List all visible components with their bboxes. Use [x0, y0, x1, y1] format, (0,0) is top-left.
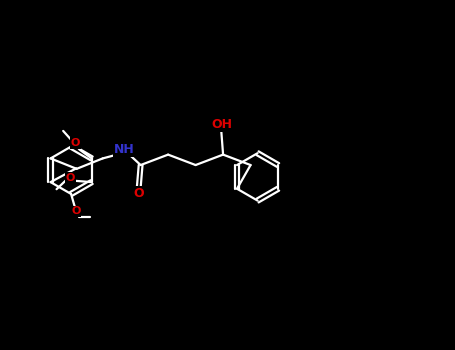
Text: O: O	[133, 187, 144, 200]
Text: O: O	[71, 206, 81, 217]
Text: NH: NH	[114, 144, 135, 156]
Text: O: O	[71, 138, 80, 148]
Text: OH: OH	[212, 118, 233, 131]
Text: O: O	[66, 173, 75, 183]
